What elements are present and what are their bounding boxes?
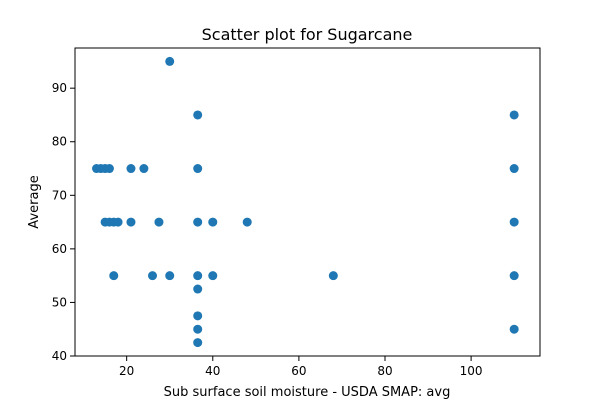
y-axis-label: Average [27,175,42,228]
x-axis-label: Sub surface soil moisture - USDA SMAP: a… [164,385,451,400]
data-point [208,217,218,227]
chart-title: Scatter plot for Sugarcane [202,25,413,44]
plot-frame [74,47,541,357]
data-point [509,271,519,281]
x-tick-label: 20 [119,364,134,378]
data-point [193,338,203,348]
y-tick-label: 60 [52,242,67,256]
data-point [165,271,175,281]
y-tick-label: 90 [52,81,67,95]
data-point [509,164,519,174]
data-point [154,217,164,227]
data-point [193,284,203,294]
x-tick-label: 80 [377,364,392,378]
data-point [148,271,157,281]
data-point [242,217,252,227]
data-point [193,164,203,174]
data-point [509,324,519,334]
data-point [509,217,519,227]
y-axis-ticks: 40 50 60 70 80 90 [52,81,75,363]
y-tick-label: 70 [52,188,67,202]
data-point [109,271,119,281]
data-point [113,217,123,227]
data-point [328,271,338,281]
y-tick-label: 80 [52,135,67,149]
data-points [92,56,519,348]
x-axis-ticks: 20 40 60 80 100 [119,356,483,378]
data-point [104,164,114,174]
data-point [193,217,203,227]
y-tick-label: 40 [52,349,67,363]
data-point [509,110,519,120]
data-point [126,164,136,174]
x-tick-label: 40 [205,364,220,378]
data-point [139,164,149,174]
data-point [193,271,203,281]
x-tick-label: 60 [291,364,306,378]
x-tick-label: 100 [460,364,483,378]
data-point [193,311,203,321]
data-point [126,217,136,227]
data-point [165,56,175,66]
y-tick-label: 50 [52,295,67,309]
data-point [193,324,203,334]
data-point [193,110,203,120]
data-point [208,271,218,281]
